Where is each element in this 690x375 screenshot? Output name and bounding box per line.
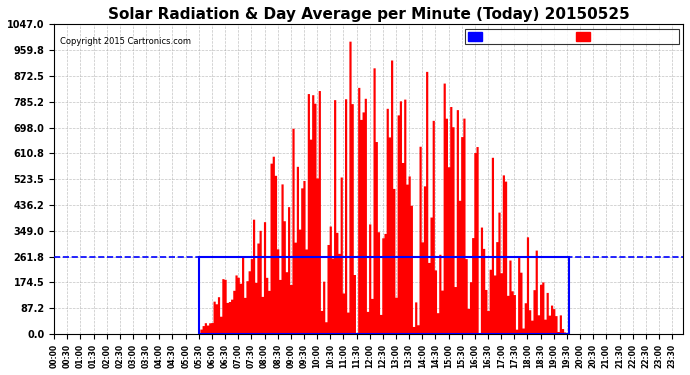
Text: Copyright 2015 Cartronics.com: Copyright 2015 Cartronics.com <box>61 37 191 46</box>
Title: Solar Radiation & Day Average per Minute (Today) 20150525: Solar Radiation & Day Average per Minute… <box>108 7 629 22</box>
Legend: Median (W/m2), Radiation (W/m2): Median (W/m2), Radiation (W/m2) <box>466 29 678 44</box>
Bar <box>199 256 569 334</box>
